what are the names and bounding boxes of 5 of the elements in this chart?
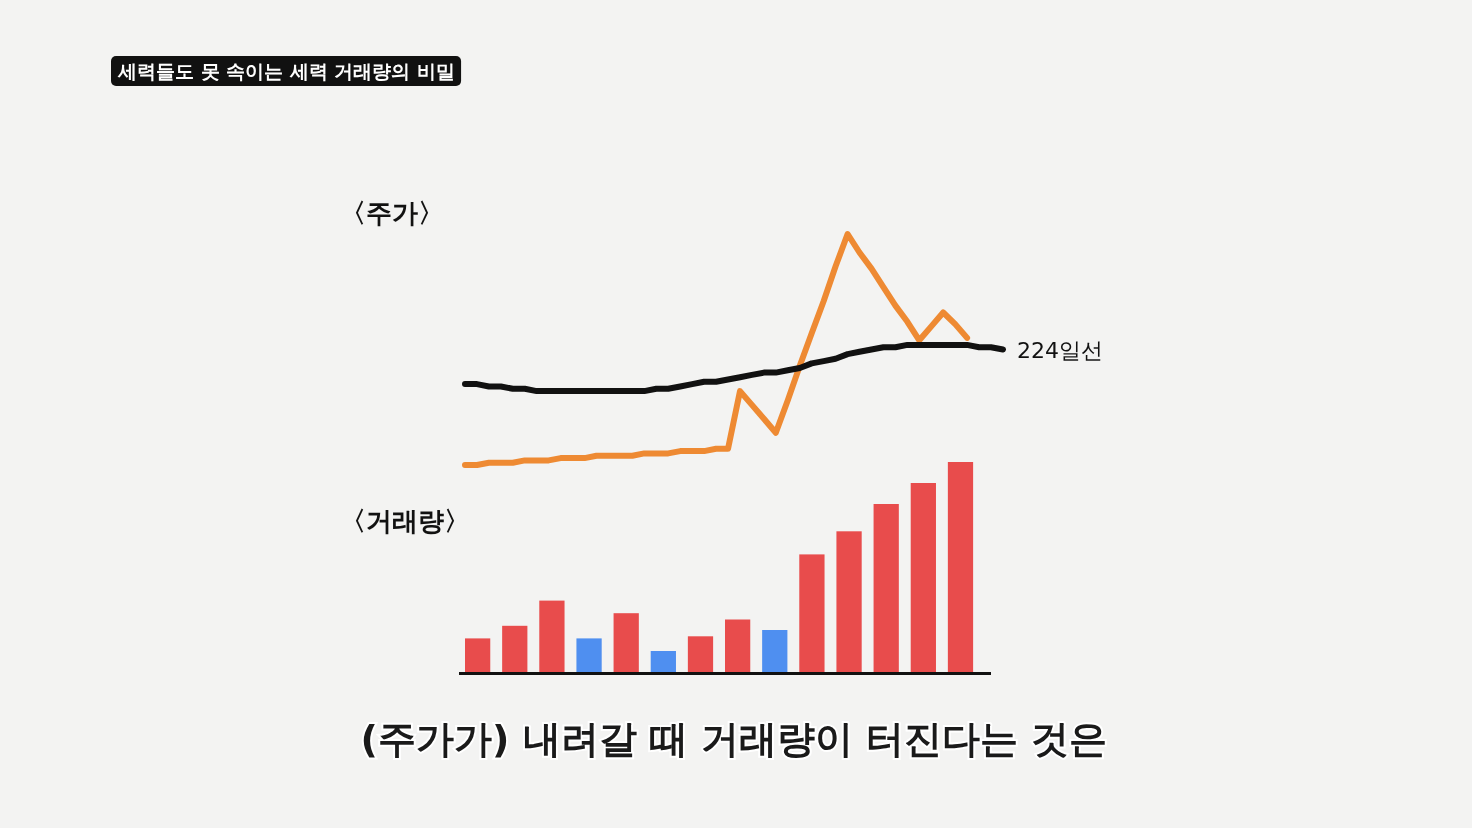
chart-title: 〈주가〉	[340, 198, 444, 228]
text: 〈거래량〉	[340, 506, 470, 536]
series-label: 224일선	[1017, 337, 1103, 363]
text: (주가가) 내려갈 때 거래량이 터진다는 것은	[360, 717, 1108, 761]
text: 세력들도 못 속이는 세력 거래량의 비밀	[117, 60, 456, 82]
